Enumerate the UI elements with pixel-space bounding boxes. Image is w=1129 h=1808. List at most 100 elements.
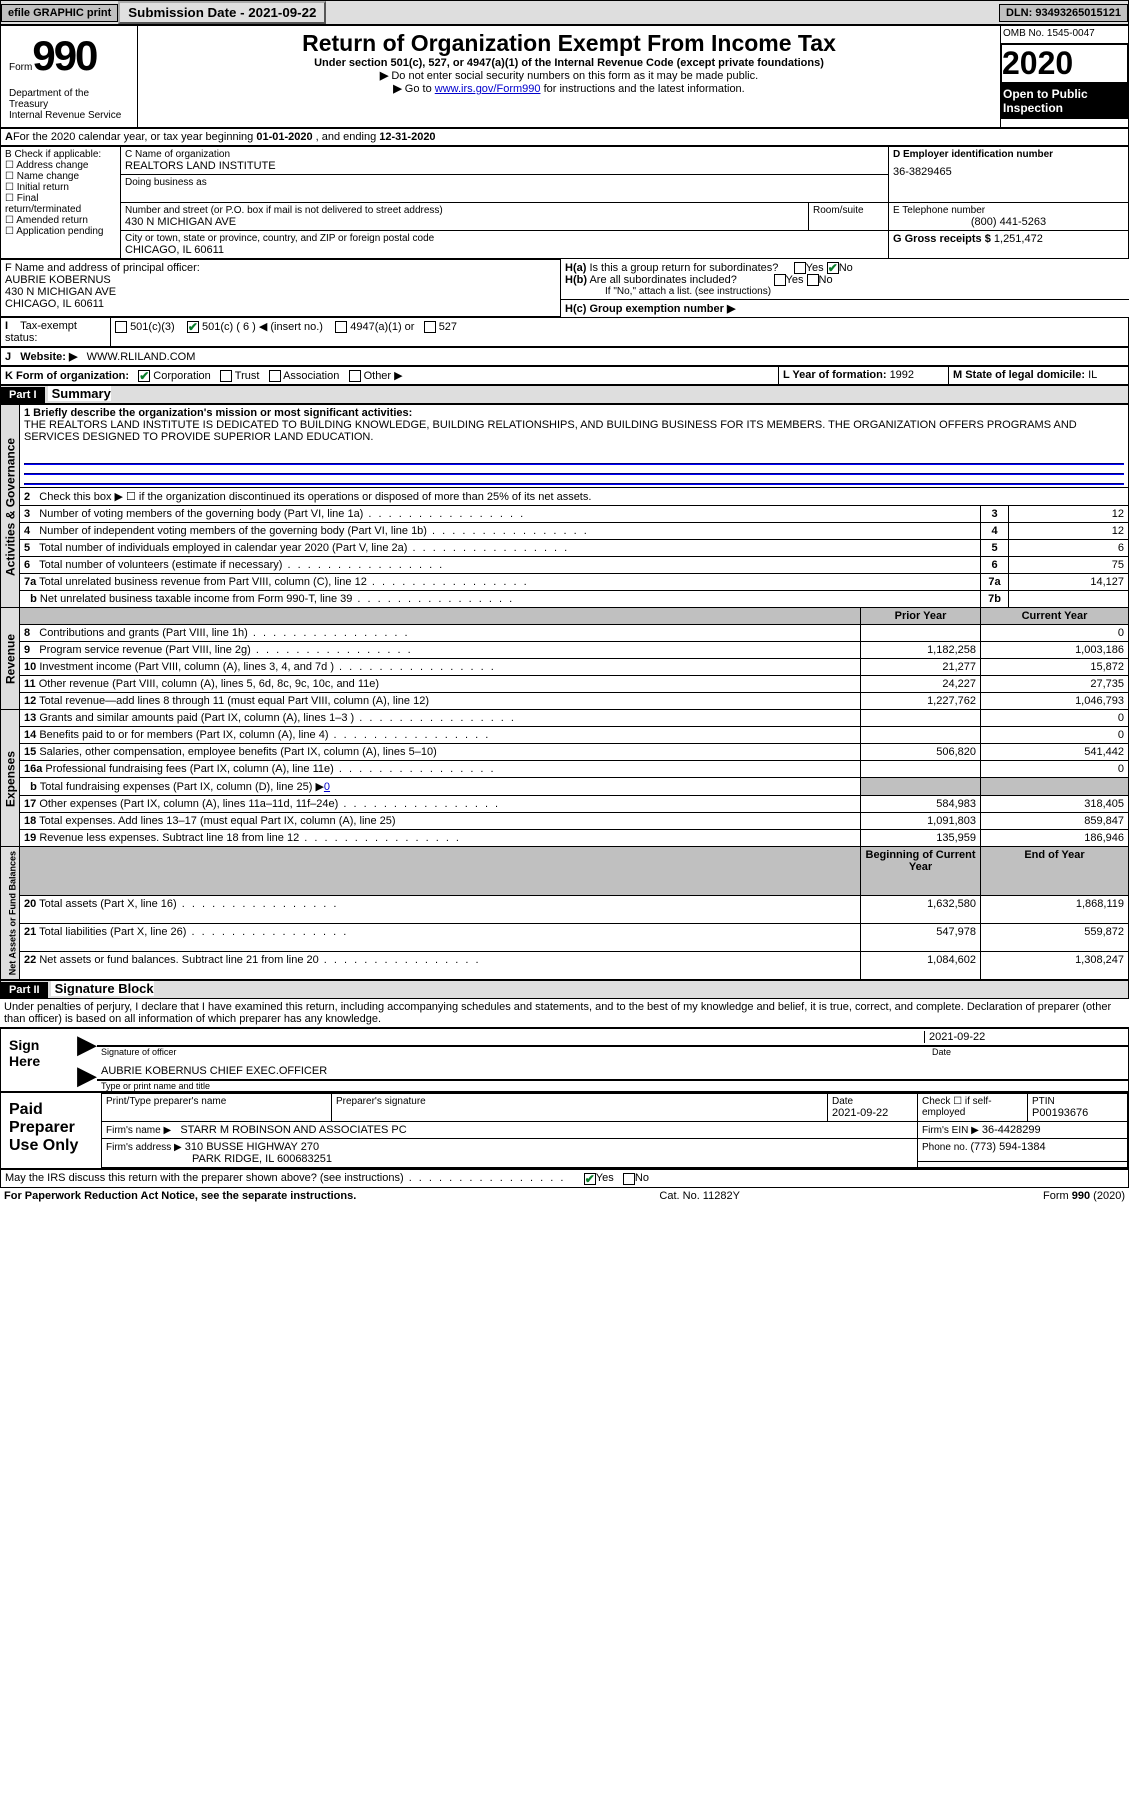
officer-addr2: CHICAGO, IL 60611 bbox=[5, 298, 556, 310]
hb-label: H(b) Are all subordinates included? Yes … bbox=[565, 274, 1125, 286]
hb-note: If "No," attach a list. (see instruction… bbox=[565, 286, 1125, 297]
tax-year: 2020 bbox=[1001, 44, 1128, 83]
line9: Program service revenue (Part VIII, line… bbox=[39, 644, 412, 656]
box-f-label: F Name and address of principal officer: bbox=[5, 262, 556, 274]
dba-label: Doing business as bbox=[125, 177, 884, 188]
street-address: 430 N MICHIGAN AVE bbox=[125, 216, 804, 228]
note1: ▶ Do not enter social security numbers o… bbox=[142, 69, 996, 82]
hc-label: H(c) Group exemption number ▶ bbox=[565, 303, 735, 315]
box-b-address: ☐ Address change bbox=[5, 160, 116, 171]
sig-officer-label: Signature of officer bbox=[97, 1046, 928, 1057]
box-c-label: C Name of organization bbox=[125, 149, 884, 160]
mission-text: THE REALTORS LAND INSTITUTE IS DEDICATED… bbox=[24, 419, 1077, 443]
ptin: P00193676 bbox=[1032, 1107, 1123, 1119]
line5: Total number of individuals employed in … bbox=[39, 542, 569, 554]
box-i: I Tax-exempt status: bbox=[1, 318, 111, 347]
open-public: Open to Public Inspection bbox=[1001, 83, 1128, 119]
box-e-label: E Telephone number bbox=[893, 205, 1124, 216]
firm-name-label: Firm's name ▶ bbox=[106, 1125, 171, 1136]
val3: 12 bbox=[1009, 506, 1129, 523]
box-d-label: D Employer identification number bbox=[893, 149, 1124, 160]
ein: 36-3829465 bbox=[893, 160, 1124, 178]
part2-header: Part II Signature Block bbox=[0, 980, 1129, 999]
firm-name: STARR M ROBINSON AND ASSOCIATES PC bbox=[180, 1124, 406, 1136]
firm-addr1: 310 BUSSE HIGHWAY 270 bbox=[185, 1141, 319, 1153]
form-number: 990 bbox=[32, 32, 96, 79]
box-b-final: ☐ Final return/terminated bbox=[5, 193, 116, 215]
firm-addr2: PARK RIDGE, IL 600683251 bbox=[106, 1153, 332, 1165]
part1-body: Activities & Governance 1 Briefly descri… bbox=[0, 404, 1129, 980]
efile-label: efile GRAPHIC print bbox=[1, 4, 118, 22]
line3: Number of voting members of the governin… bbox=[39, 508, 525, 520]
box-l: L Year of formation: 1992 bbox=[779, 367, 949, 385]
line15: Salaries, other compensation, employee b… bbox=[39, 746, 436, 758]
revenue-label: Revenue bbox=[1, 608, 20, 710]
self-employed-check: Check ☐ if self-employed bbox=[918, 1094, 1028, 1122]
box-b-label: B Check if applicable: bbox=[5, 149, 116, 160]
dept-label: Department of the Treasury Internal Reve… bbox=[5, 84, 133, 125]
footer: For Paperwork Reduction Act Notice, see … bbox=[0, 1188, 1129, 1204]
note2: ▶ Go to www.irs.gov/Form990 for instruct… bbox=[142, 82, 996, 95]
activities-label: Activities & Governance bbox=[1, 405, 20, 608]
current-header: Current Year bbox=[981, 608, 1129, 625]
addr-label: Number and street (or P.O. box if mail i… bbox=[125, 205, 804, 216]
line19: Revenue less expenses. Subtract line 18 … bbox=[39, 832, 461, 844]
paid-preparer-label: Paid Preparer Use Only bbox=[1, 1093, 101, 1168]
line16a: Professional fundraising fees (Part IX, … bbox=[45, 763, 495, 775]
signature-arrow-icon: ▶ bbox=[71, 1029, 97, 1060]
box-b-initial: ☐ Initial return bbox=[5, 182, 116, 193]
gross-receipts: 1,251,472 bbox=[994, 233, 1043, 245]
line20: Total assets (Part X, line 16) bbox=[39, 898, 338, 910]
line11: Other revenue (Part VIII, column (A), li… bbox=[39, 678, 379, 690]
entity-box: B Check if applicable: ☐ Address change … bbox=[0, 146, 1129, 259]
begin-header: Beginning of Current Year bbox=[861, 847, 981, 895]
line10: Investment income (Part VIII, column (A)… bbox=[39, 661, 495, 673]
line13: Grants and similar amounts paid (Part IX… bbox=[39, 712, 516, 724]
paid-preparer-box: Paid Preparer Use Only Print/Type prepar… bbox=[0, 1092, 1129, 1169]
line7a: Total unrelated business revenue from Pa… bbox=[39, 576, 529, 588]
org-name: REALTORS LAND INSTITUTE bbox=[125, 160, 884, 172]
header-table: Form990 Department of the Treasury Inter… bbox=[0, 25, 1129, 128]
prior-header: Prior Year bbox=[861, 608, 981, 625]
omb-number: OMB No. 1545-0047 bbox=[1001, 26, 1129, 44]
officer-name: AUBRIE KOBERNUS bbox=[5, 274, 556, 286]
line14: Benefits paid to or for members (Part IX… bbox=[39, 729, 490, 741]
val7b bbox=[1009, 591, 1129, 608]
prep-name-label: Print/Type preparer's name bbox=[106, 1096, 327, 1107]
page-title: Return of Organization Exempt From Incom… bbox=[142, 30, 996, 57]
prep-sig-label: Preparer's signature bbox=[336, 1096, 823, 1107]
city-label: City or town, state or province, country… bbox=[125, 233, 884, 244]
form990-block: Form990 bbox=[5, 28, 133, 84]
pra-notice: For Paperwork Reduction Act Notice, see … bbox=[4, 1190, 356, 1202]
room-label: Room/suite bbox=[813, 205, 884, 216]
firm-ein: 36-4428299 bbox=[982, 1124, 1041, 1136]
box-b-amended: ☐ Amended return bbox=[5, 215, 116, 226]
subtitle: Under section 501(c), 527, or 4947(a)(1)… bbox=[142, 57, 996, 69]
sig-name: AUBRIE KOBERNUS CHIEF EXEC.OFFICER bbox=[97, 1057, 1128, 1080]
form-ref: Form 990 (2020) bbox=[1043, 1190, 1125, 1202]
line21: Total liabilities (Part X, line 26) bbox=[39, 926, 348, 938]
line2: Check this box ▶ ☐ if the organization d… bbox=[39, 491, 591, 503]
end-header: End of Year bbox=[981, 847, 1129, 895]
dln-label: DLN: 93493265015121 bbox=[999, 4, 1128, 22]
line4: Number of independent voting members of … bbox=[39, 525, 588, 537]
mission-q: 1 Briefly describe the organization's mi… bbox=[24, 407, 412, 419]
website: WWW.RLILAND.COM bbox=[87, 351, 196, 363]
signature-declaration: Under penalties of perjury, I declare th… bbox=[0, 999, 1129, 1028]
city-state-zip: CHICAGO, IL 60611 bbox=[125, 244, 884, 256]
box-b-name: ☐ Name change bbox=[5, 171, 116, 182]
sig-name-label: Type or print name and title bbox=[97, 1080, 1128, 1091]
line8: Contributions and grants (Part VIII, lin… bbox=[39, 627, 409, 639]
line22: Net assets or fund balances. Subtract li… bbox=[39, 954, 480, 966]
box-j: J Website: ▶ WWW.RLILAND.COM bbox=[1, 348, 1129, 366]
prep-date: 2021-09-22 bbox=[832, 1107, 913, 1119]
val6: 75 bbox=[1009, 557, 1129, 574]
irs-link[interactable]: www.irs.gov/Form990 bbox=[435, 83, 541, 95]
box-k: K Form of organization: Corporation Trus… bbox=[1, 367, 779, 385]
netassets-label: Net Assets or Fund Balances bbox=[1, 847, 20, 980]
part1-header: Part I Summary bbox=[0, 385, 1129, 404]
ha-label: H(a) Is this a group return for subordin… bbox=[565, 262, 1125, 274]
submission-date-button[interactable]: Submission Date - 2021-09-22 bbox=[118, 1, 326, 24]
box-m: M State of legal domicile: IL bbox=[949, 367, 1129, 385]
sign-here-label: Sign Here bbox=[1, 1029, 71, 1091]
